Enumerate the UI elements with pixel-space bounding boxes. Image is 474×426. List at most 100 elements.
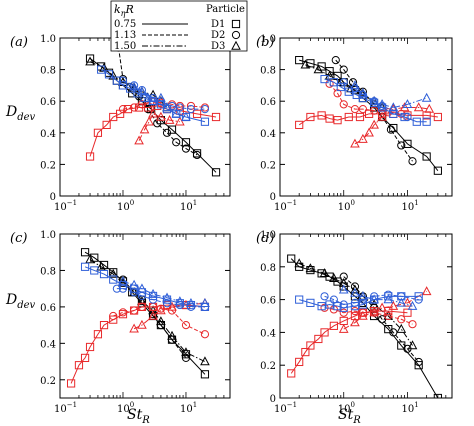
data-point: [421, 92, 432, 102]
data-point: [350, 287, 360, 297]
series-line-black-triangle: [89, 259, 206, 363]
data-point: [350, 298, 360, 307]
data-point: [99, 269, 109, 279]
y-tick-label: 0.8: [40, 66, 56, 77]
legend-value: 0.75: [114, 19, 136, 30]
data-point: [305, 263, 316, 273]
data-point: [364, 127, 374, 137]
data-point: [85, 342, 95, 352]
y-tick-label: 0.2: [260, 361, 276, 372]
data-point: [338, 284, 349, 294]
data-point: [369, 294, 379, 304]
data-point: [329, 78, 338, 87]
data-point: [329, 321, 338, 330]
data-point: [335, 76, 346, 86]
data-point: [402, 297, 413, 307]
data-point: [186, 105, 196, 114]
x-tick-label: 100: [338, 199, 355, 213]
data-point: [200, 297, 210, 307]
data-point: [333, 116, 342, 125]
data-point: [129, 306, 139, 315]
legend-value: 1.50: [114, 41, 136, 52]
data-point: [358, 133, 368, 143]
data-point: [355, 112, 365, 122]
series-line-red-triangle: [133, 302, 205, 330]
x-tick-label: 101: [180, 199, 197, 213]
data-point: [109, 311, 118, 321]
y-tick-label: 0.6: [260, 97, 276, 108]
data-point: [104, 70, 114, 79]
data-point: [129, 323, 139, 333]
data-point: [181, 111, 191, 121]
data-point: [90, 253, 99, 262]
data-point: [156, 305, 166, 315]
data-point: [118, 76, 128, 85]
data-point: [80, 262, 90, 271]
plot-frame: [279, 37, 453, 197]
data-point: [350, 105, 360, 114]
y-tick-label: 0.8: [260, 263, 276, 274]
data-point: [408, 320, 417, 329]
data-point: [200, 105, 210, 114]
data-point: [295, 295, 304, 304]
data-point: [433, 166, 442, 175]
y-axis-label-bottom: Ddev: [5, 292, 36, 311]
data-point: [344, 112, 353, 122]
data-point: [358, 310, 368, 320]
y-tick-label: 0.4: [40, 339, 56, 350]
data-point: [336, 82, 345, 92]
y-axis-label-top: Ddev: [5, 104, 36, 123]
x-tick-label: 101: [401, 199, 418, 213]
data-point: [325, 114, 334, 123]
data-point: [171, 108, 182, 118]
data-point: [333, 302, 342, 311]
data-point: [167, 330, 177, 340]
y-tick-label: 0.8: [40, 266, 56, 277]
y-tick-label: 1.0: [260, 230, 276, 241]
y-tick-label: 0.6: [260, 296, 276, 307]
legend-particle: D1: [211, 19, 225, 30]
data-point: [156, 316, 166, 326]
data-point: [300, 59, 311, 69]
series-line-blue-square: [324, 78, 427, 123]
data-point: [384, 290, 393, 299]
y-tick-label: 1.0: [40, 230, 56, 241]
series-line-blue-triangle: [133, 86, 187, 118]
data-point: [200, 330, 210, 339]
data-point: [396, 323, 407, 333]
data-point: [148, 295, 158, 304]
series-line-red-circle: [122, 100, 205, 110]
data-point: [306, 112, 315, 122]
data-point: [295, 357, 304, 367]
data-point: [414, 357, 423, 367]
data-point: [108, 268, 119, 278]
data-point: [156, 92, 166, 102]
data-point: [162, 128, 172, 137]
data-point: [358, 300, 368, 309]
x-tick-label: 10−1: [54, 401, 77, 415]
data-point: [325, 79, 334, 88]
series-line-red-circle: [329, 83, 402, 115]
data-point: [314, 334, 323, 344]
data-point: [85, 56, 95, 66]
data-point: [339, 65, 348, 74]
data-point: [377, 302, 387, 312]
x-axis-label-right: StR: [338, 407, 361, 426]
data-point: [80, 353, 90, 363]
data-point: [301, 347, 310, 357]
data-point: [143, 92, 153, 102]
data-point: [112, 284, 121, 293]
data-point: [175, 103, 184, 112]
data-point: [350, 311, 360, 321]
data-point: [350, 80, 360, 90]
data-point: [66, 379, 76, 388]
x-axis-label-left: StR: [127, 407, 150, 426]
data-point: [137, 319, 147, 329]
data-point: [162, 102, 172, 112]
data-point: [414, 361, 423, 370]
data-point: [397, 292, 406, 301]
panel-letter: (d): [256, 231, 274, 246]
data-point: [397, 141, 406, 150]
data-point: [287, 254, 296, 263]
y-tick-label: 0.2: [40, 160, 56, 171]
